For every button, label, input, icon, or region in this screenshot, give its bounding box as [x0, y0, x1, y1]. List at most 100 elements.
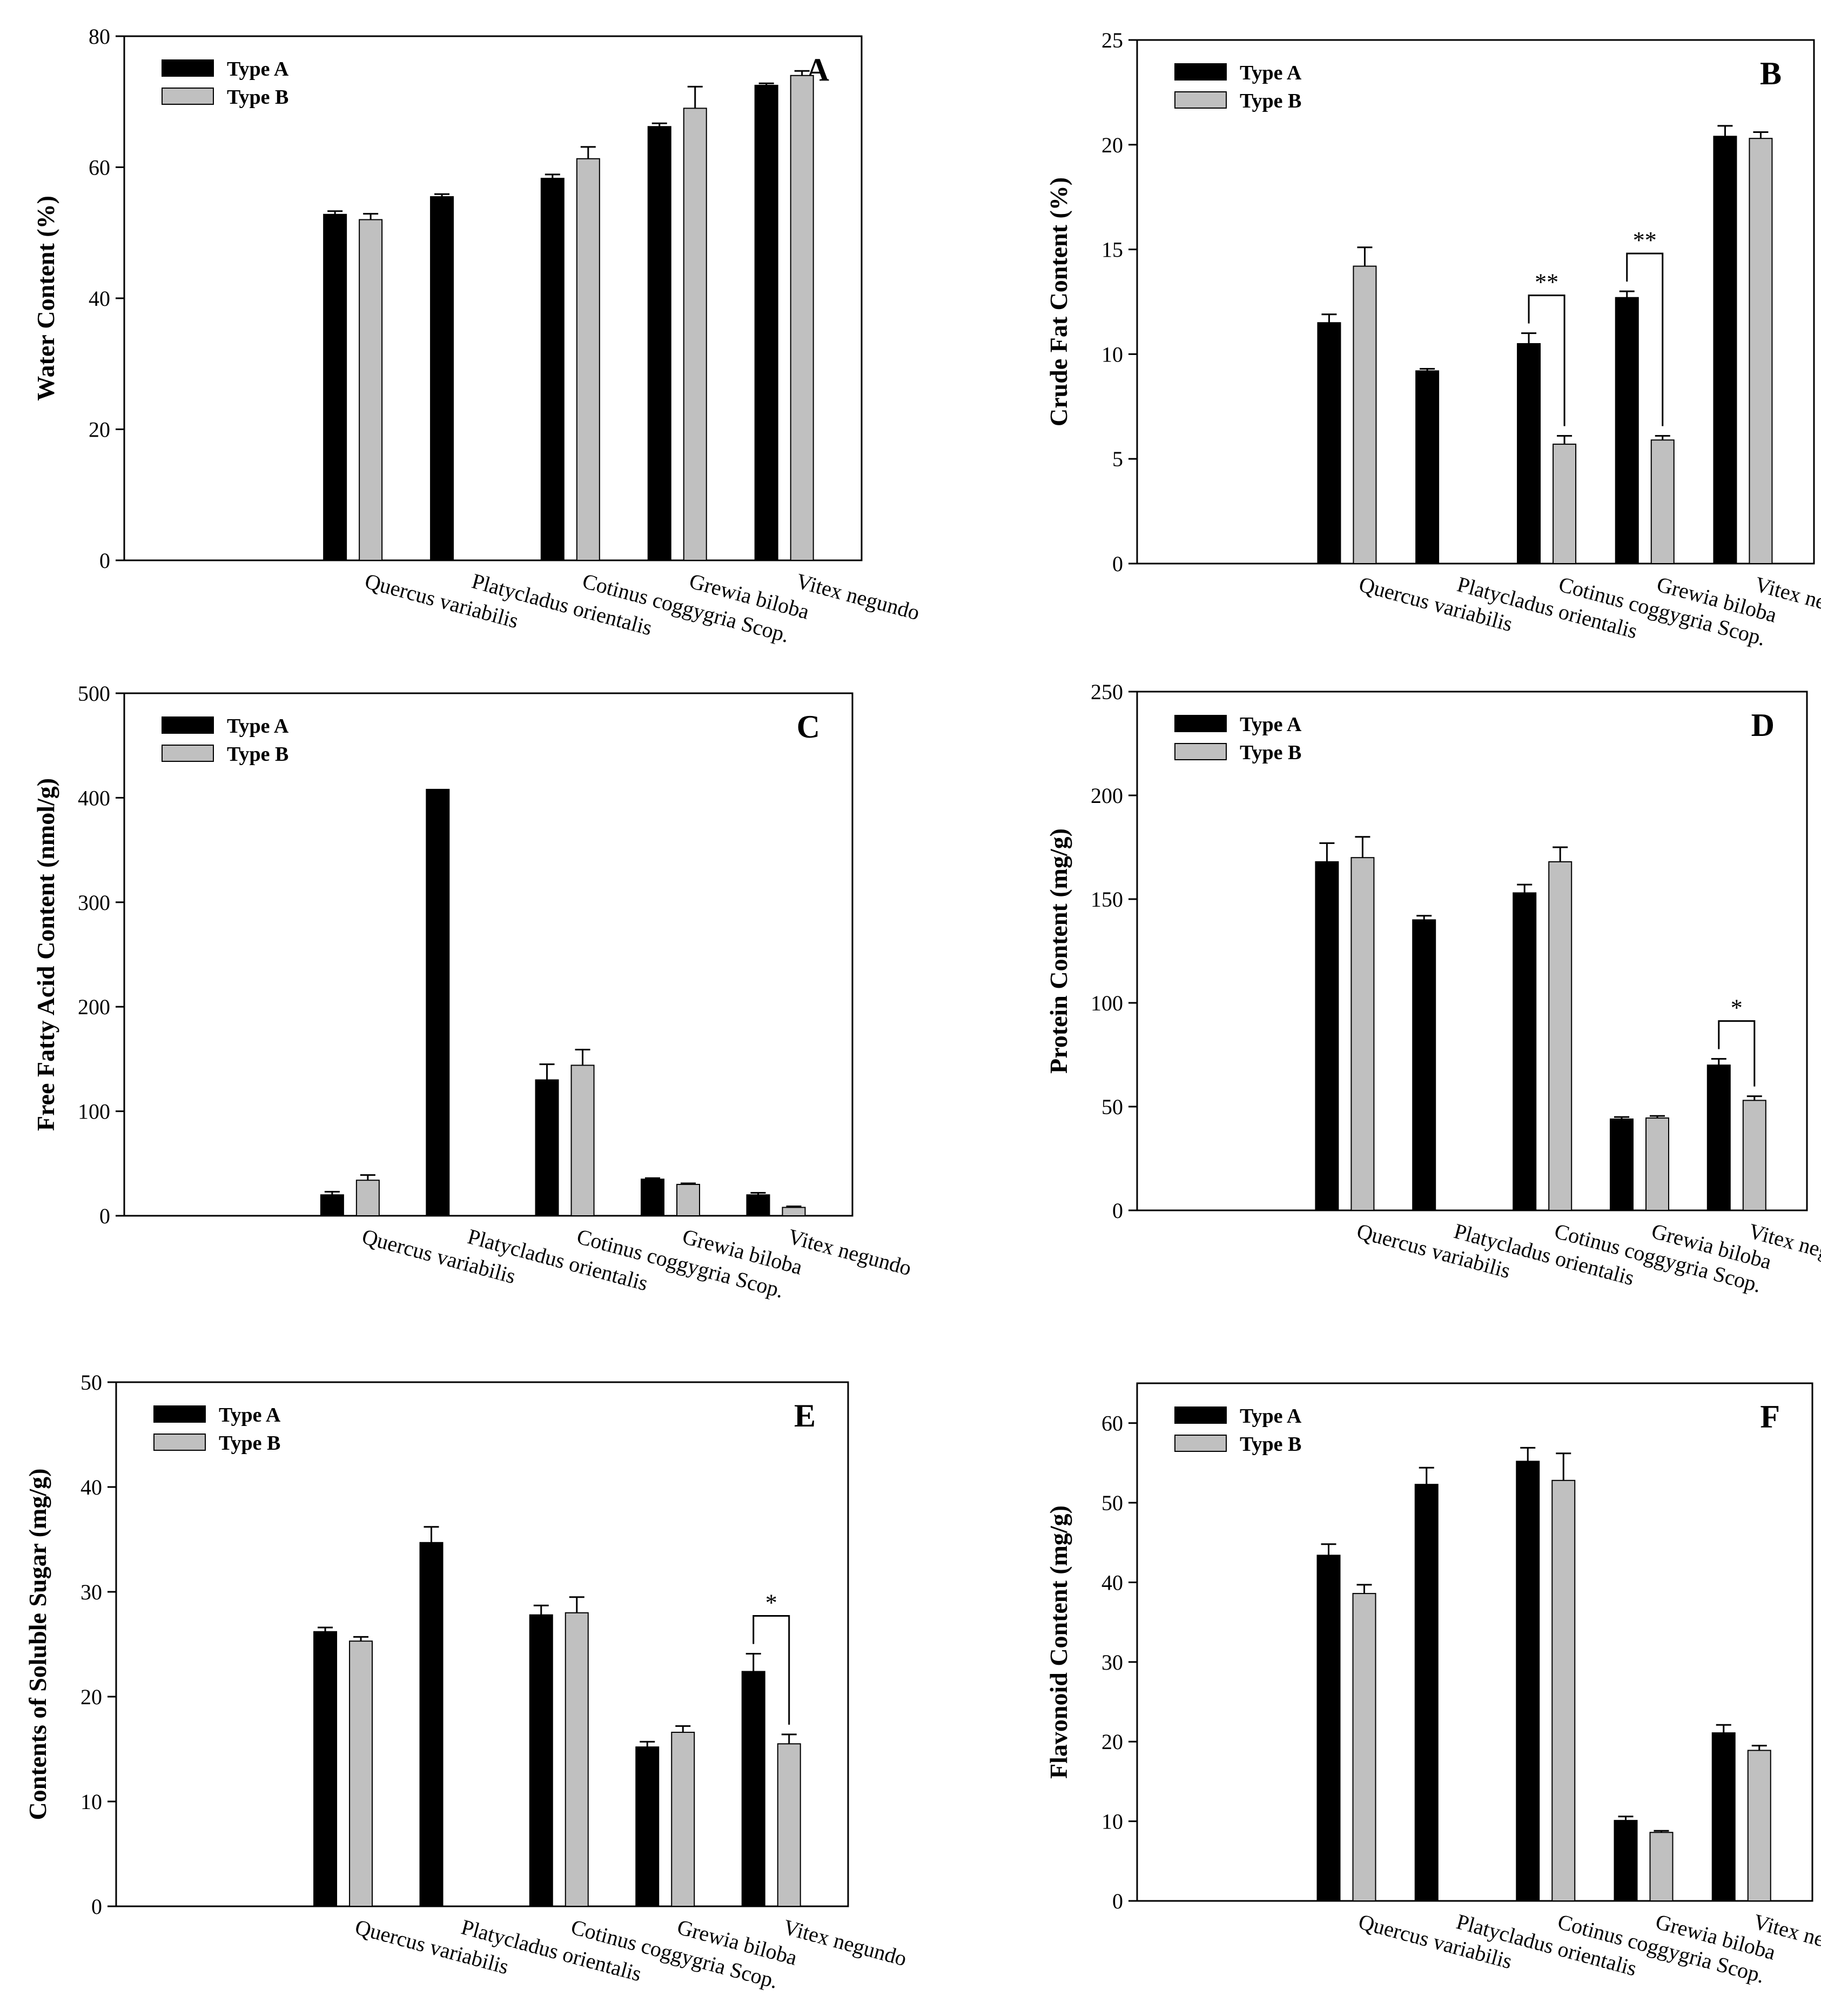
bar-type-a [1516, 1461, 1540, 1902]
bar-type-a [426, 788, 450, 1216]
bar-type-a [529, 1614, 553, 1907]
bar-type-a [1713, 136, 1737, 564]
chart-panel-e: 0 10 20 30 40 50 Contents of Soluble Sugar (mg… [24, 1370, 909, 1993]
bar-type-b [671, 1731, 695, 1907]
significance-bracket [1528, 294, 1565, 426]
bar-type-b [1350, 857, 1375, 1211]
legend-label-type-a: Type A [227, 715, 289, 738]
y-tick-label: 60 [89, 156, 110, 180]
bar-type-a [647, 126, 671, 561]
bar-type-b [790, 75, 814, 561]
bar-type-b [1645, 1117, 1669, 1211]
legend-swatch-type-b [1174, 1435, 1227, 1452]
chart-panel-b: 0 5 10 15 20 25 Crude Fat Content (%) B Type A Ty… [1045, 28, 1821, 651]
bar-type-a [1711, 1732, 1736, 1902]
legend-label-type-a: Type A [1240, 1405, 1302, 1428]
y-tick-label: 10 [1101, 342, 1123, 366]
legend-swatch-type-a [1174, 715, 1227, 732]
bar-type-b [683, 108, 707, 561]
bar-type-b [576, 158, 600, 561]
plot-frame [123, 692, 854, 1217]
bar-type-a [741, 1671, 765, 1907]
legend-label-type-a: Type A [227, 58, 289, 81]
y-tick-label: 25 [1101, 28, 1123, 52]
bar-type-b [570, 1064, 595, 1217]
bar-type-a [1315, 861, 1339, 1211]
panel-label: B [1760, 56, 1782, 91]
y-tick-label: 20 [1101, 133, 1123, 157]
legend-swatch-type-b [1174, 91, 1227, 109]
legend-label-type-a: Type A [1240, 62, 1302, 84]
bar-type-b [565, 1612, 589, 1907]
y-tick-label: 50 [1101, 1491, 1123, 1515]
y-tick-label: 40 [89, 286, 110, 311]
significance-label: * [1731, 995, 1743, 1021]
y-tick-label: 10 [1101, 1810, 1123, 1834]
y-tick-label: 150 [1091, 887, 1123, 912]
bar-type-a [1316, 1555, 1341, 1902]
bar-type-a [1412, 919, 1436, 1211]
significance-bracket [1718, 1020, 1756, 1087]
bar-type-b [359, 219, 383, 561]
y-axis-label: Water Content (%) [32, 196, 59, 401]
y-tick-label: 0 [1112, 1198, 1123, 1223]
plot-frame [1136, 691, 1808, 1211]
x-tick-label: Vitex negundo [781, 1914, 909, 1971]
bar-type-a [313, 1631, 338, 1907]
y-tick-label: 40 [80, 1475, 102, 1499]
bar-type-a [754, 84, 778, 561]
y-tick-label: 30 [80, 1580, 102, 1604]
significance-bracket [752, 1615, 790, 1725]
bar-type-a [430, 196, 454, 561]
y-tick-label: 30 [1101, 1650, 1123, 1675]
bar-type-b [782, 1207, 806, 1217]
panel-label: F [1760, 1399, 1780, 1435]
bar-type-b [1742, 1100, 1766, 1211]
bar-type-b [349, 1640, 373, 1907]
y-tick-label: 50 [1101, 1095, 1123, 1119]
bar-type-b [1747, 1750, 1771, 1902]
panel-label: D [1751, 707, 1775, 743]
bar-type-a [1615, 297, 1639, 564]
y-tick-label: 0 [1112, 1889, 1123, 1913]
y-tick-label: 0 [99, 1204, 110, 1228]
bar-type-a [1610, 1118, 1634, 1211]
legend-swatch-type-a [1174, 63, 1227, 81]
y-axis-label: Protein Content (mg/g) [1045, 828, 1072, 1074]
plot-frame [115, 1381, 849, 1907]
legend-label-type-b: Type B [227, 743, 288, 766]
panel-label: C [797, 709, 820, 745]
y-tick-label: 100 [1091, 991, 1123, 1015]
y-tick-label: 250 [1091, 680, 1123, 704]
legend-swatch-type-b [162, 745, 214, 762]
y-tick-label: 400 [78, 786, 110, 810]
legend-swatch-type-b [162, 88, 214, 105]
legend-swatch-type-a [1174, 1406, 1227, 1424]
chart-panel-f: 0 10 20 30 40 50 60 Flavonoid Content (mg/g) F Ty… [1045, 1382, 1821, 1988]
legend-label-type-b: Type B [1240, 741, 1301, 764]
panel-label: E [794, 1398, 816, 1434]
legend-label-type-a: Type A [1240, 713, 1302, 736]
bar-type-b [355, 1180, 380, 1216]
significance-label: * [765, 1589, 777, 1616]
bar-type-a [323, 213, 347, 561]
bar-type-b [1649, 1832, 1674, 1902]
y-axis-label: Contents of Soluble Sugar (mg/g) [24, 1469, 51, 1820]
bar-type-a [635, 1746, 660, 1907]
chart-panel-d: 0 50 100 150 200 250 Protein Content (mg/g) D Ty… [1045, 680, 1821, 1297]
legend-label-type-a: Type A [219, 1404, 281, 1426]
x-tick-label: Vitex negundo [794, 568, 922, 625]
plot-frame [1136, 1382, 1813, 1902]
bar-type-a [1513, 892, 1537, 1211]
bar-type-a [320, 1194, 344, 1217]
bar-type-b [777, 1743, 801, 1907]
bar-type-b [1353, 265, 1377, 565]
legend-swatch-type-a [153, 1405, 206, 1423]
y-tick-label: 5 [1112, 447, 1123, 471]
y-tick-label: 500 [78, 681, 110, 706]
significance-bracket [1626, 252, 1664, 426]
legend-swatch-type-a [162, 716, 214, 734]
bar-type-a [535, 1079, 559, 1216]
legend-label-type-b: Type B [219, 1432, 280, 1455]
bar-type-b [1548, 861, 1573, 1211]
